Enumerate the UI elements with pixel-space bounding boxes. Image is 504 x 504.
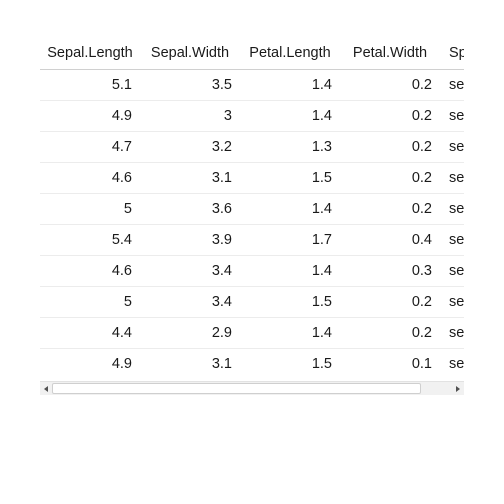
table-cell: 0.2: [340, 162, 440, 194]
table-cell: se: [440, 255, 464, 287]
table-cell: se: [440, 69, 464, 101]
table-cell: se: [440, 162, 464, 194]
table-cell: 3.1: [211, 356, 232, 372]
scroll-left-button[interactable]: [40, 382, 52, 395]
table-row: 4.6 3.1 1.5 0.2 se: [40, 162, 464, 194]
table-cell: 3.2: [140, 131, 240, 163]
column-header-petal-width[interactable]: Petal.Width: [340, 36, 440, 70]
table-cell: 4.7: [40, 131, 140, 163]
table-cell: 0.2: [340, 69, 440, 101]
table-cell: 4.6: [40, 162, 140, 194]
table-cell: 1.4: [240, 69, 340, 101]
table-cell: 0.1: [411, 356, 432, 372]
horizontal-scrollbar[interactable]: [40, 381, 464, 395]
table-cell: 3.1: [140, 162, 240, 194]
table-cell: 1.3: [240, 131, 340, 163]
table-cell: se: [440, 286, 464, 318]
table-cell: 5.4: [40, 224, 140, 256]
table-cell: 1.5: [311, 356, 332, 372]
table-cell: se: [440, 100, 464, 132]
table-cell: 3.4: [140, 286, 240, 318]
data-table: Sepal.Length Sepal.Width Petal.Length Pe…: [40, 36, 464, 379]
table-cell: 4.6: [40, 255, 140, 287]
table-cell: 1.7: [240, 224, 340, 256]
table-row: 5 3.6 1.4 0.2 se: [40, 193, 464, 225]
table-cell: 0.2: [340, 131, 440, 163]
scroll-left-arrow-icon: [44, 385, 48, 392]
table-cell: se: [449, 356, 464, 372]
column-header-sepal-width[interactable]: Sepal.Width: [140, 36, 240, 70]
table-cell: 3: [140, 100, 240, 132]
table-row: 4.7 3.2 1.3 0.2 se: [40, 131, 464, 163]
table-header-row: Sepal.Length Sepal.Width Petal.Length Pe…: [40, 36, 464, 70]
table-cell: se: [440, 317, 464, 349]
table-row: 4.9 3.1 1.5 0.1 se: [40, 349, 464, 380]
table-row: 4.4 2.9 1.4 0.2 se: [40, 317, 464, 349]
data-table-viewport: Sepal.Length Sepal.Width Petal.Length Pe…: [40, 36, 464, 380]
table-cell: 0.2: [340, 193, 440, 225]
table-cell: 4.9: [40, 100, 140, 132]
table-row: 4.6 3.4 1.4 0.3 se: [40, 255, 464, 287]
table-cell: 3.5: [140, 69, 240, 101]
column-header-species[interactable]: Sp: [440, 36, 464, 70]
table-cell: 1.5: [240, 286, 340, 318]
table-cell: 3.9: [140, 224, 240, 256]
table-cell: 5: [40, 286, 140, 318]
table-cell: 1.4: [240, 317, 340, 349]
table-cell: 0.2: [340, 100, 440, 132]
table-cell: 1.5: [240, 162, 340, 194]
table-cell: 0.4: [340, 224, 440, 256]
table-cell: 5: [40, 193, 140, 225]
table-cell: se: [440, 193, 464, 225]
column-header-petal-length[interactable]: Petal.Length: [240, 36, 340, 70]
table-cell: se: [440, 131, 464, 163]
table-cell: se: [440, 224, 464, 256]
table-cell: 3.4: [140, 255, 240, 287]
table-cell: 0.3: [340, 255, 440, 287]
scrollbar-thumb[interactable]: [52, 383, 421, 394]
table-cell: 1.4: [240, 193, 340, 225]
table-cell: 3.6: [140, 193, 240, 225]
table-cell: 4.4: [40, 317, 140, 349]
scroll-right-arrow-icon: [456, 385, 460, 392]
table-cell: 5.1: [40, 69, 140, 101]
table-cell: 1.4: [240, 100, 340, 132]
table-cell: 4.9: [111, 356, 132, 372]
column-header-sepal-length[interactable]: Sepal.Length: [40, 36, 140, 70]
table-row: 5.4 3.9 1.7 0.4 se: [40, 224, 464, 256]
table-cell: 0.2: [340, 317, 440, 349]
table-cell: 2.9: [140, 317, 240, 349]
table-cell: 1.4: [240, 255, 340, 287]
table-row: 5.1 3.5 1.4 0.2 se: [40, 69, 464, 101]
table-row: 5 3.4 1.5 0.2 se: [40, 286, 464, 318]
scroll-right-button[interactable]: [452, 382, 464, 395]
table-row: 4.9 3 1.4 0.2 se: [40, 100, 464, 132]
table-cell: 0.2: [340, 286, 440, 318]
